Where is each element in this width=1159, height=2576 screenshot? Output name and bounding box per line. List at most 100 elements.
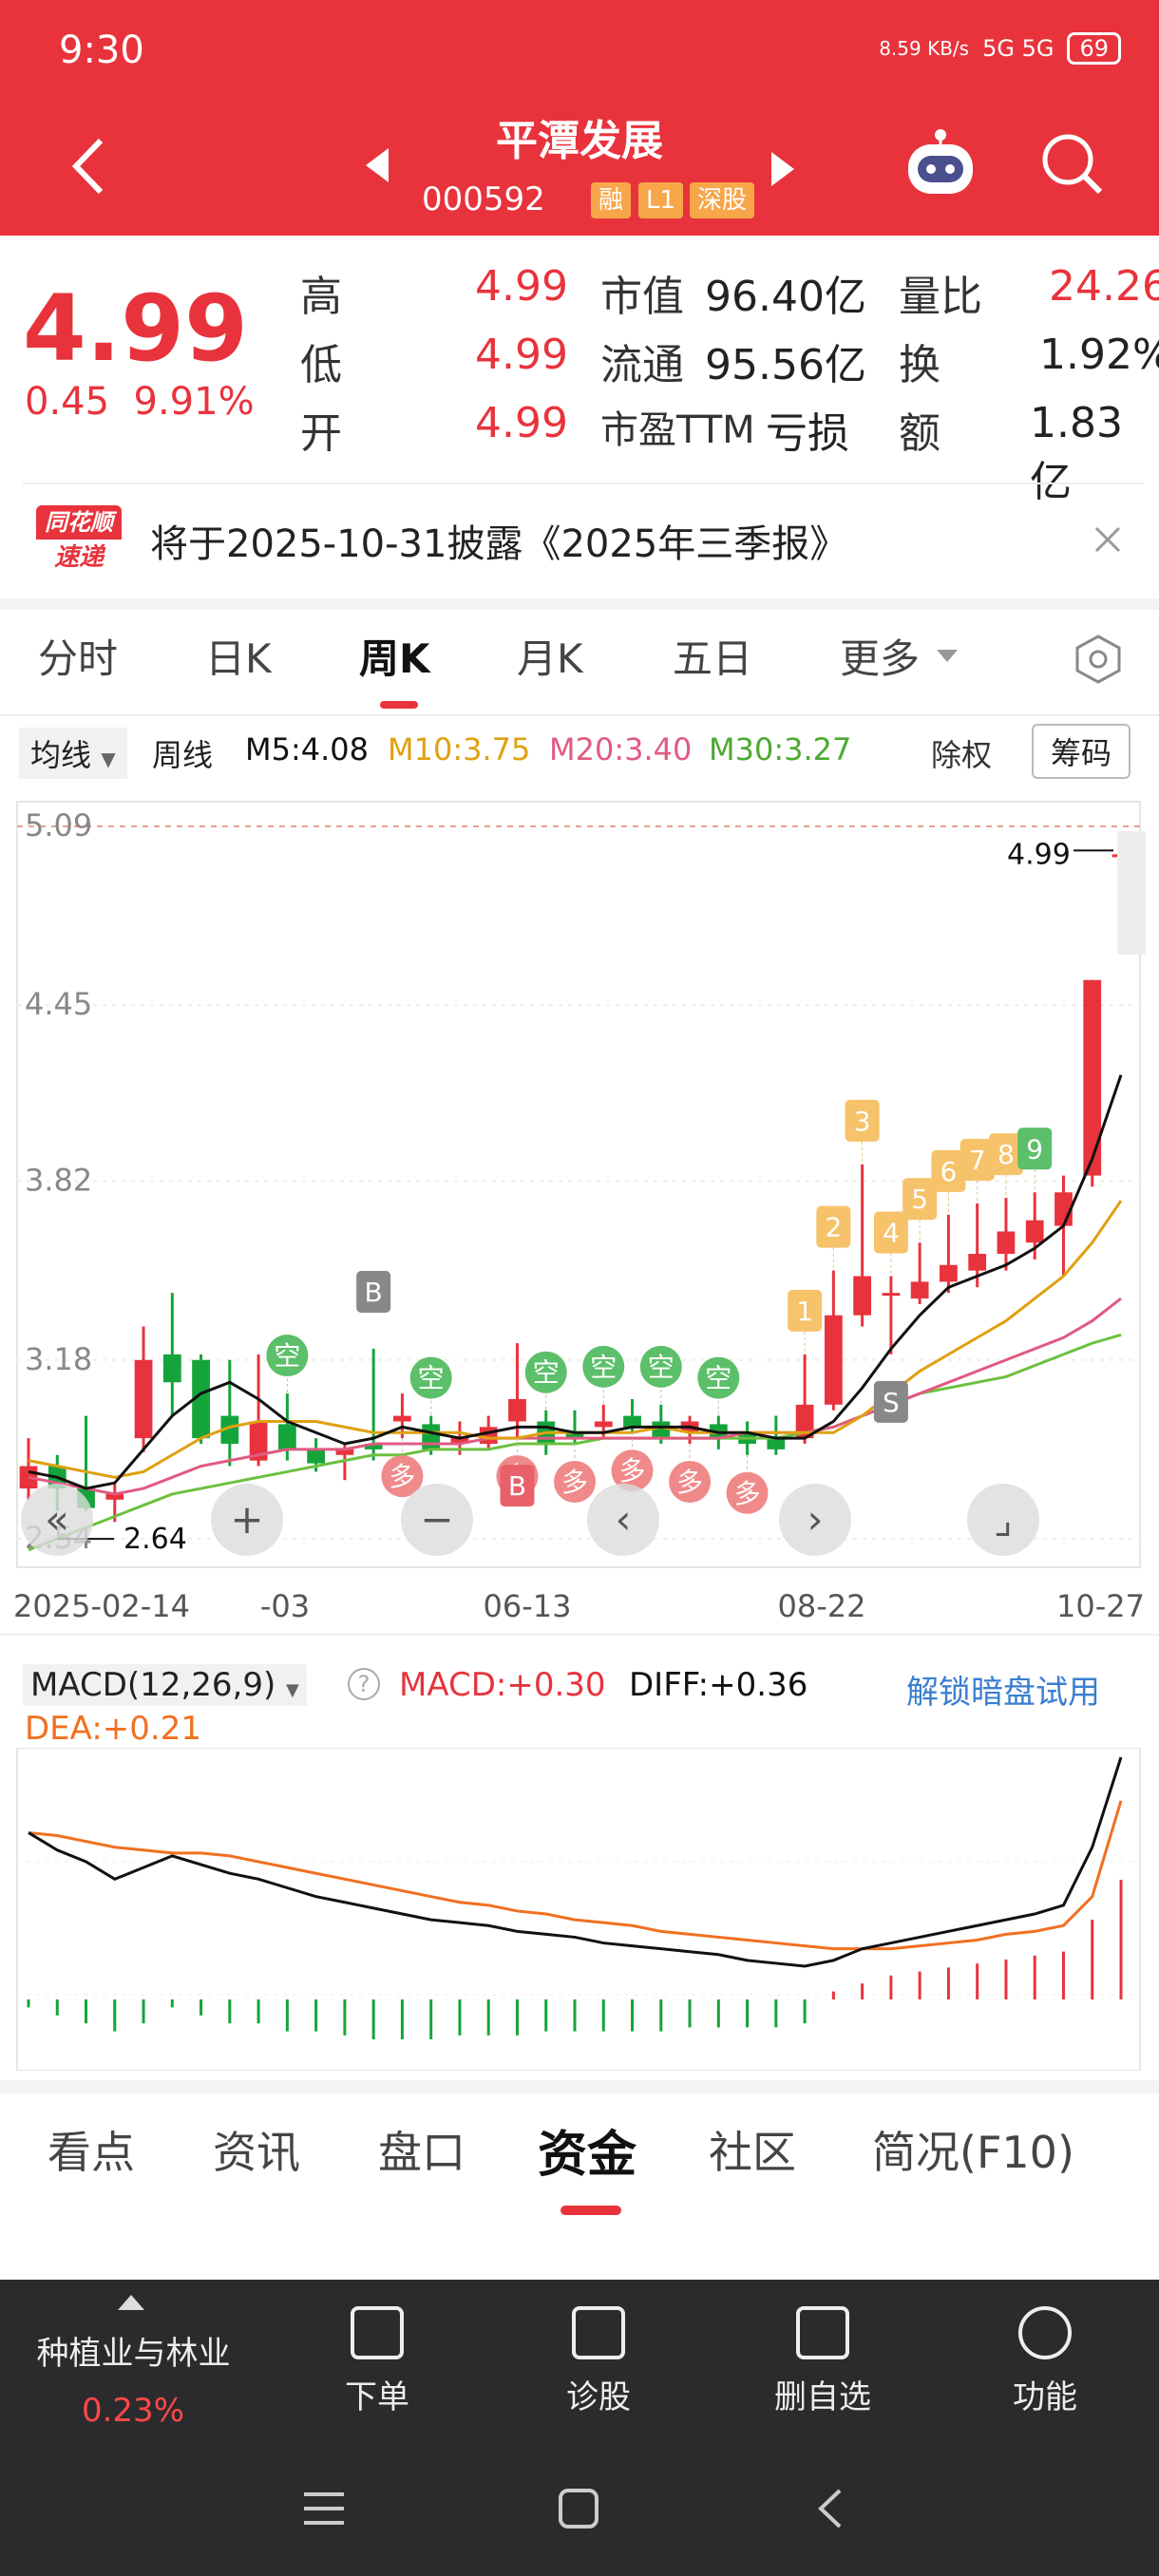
diagnose-button[interactable]: 诊股 bbox=[566, 2378, 631, 2416]
candle-body bbox=[192, 1359, 210, 1439]
macd-histogram-bar bbox=[55, 1999, 59, 2016]
ma-selector[interactable]: 均线 ▼ bbox=[19, 728, 127, 779]
tab-orderbook[interactable]: 盘口 bbox=[378, 2127, 466, 2178]
signal-bs-badge[interactable]: S bbox=[873, 1380, 908, 1423]
diagnose-icon[interactable] bbox=[572, 2306, 625, 2359]
news-banner[interactable]: 同花顺 速递 bbox=[0, 494, 1159, 589]
tab-more[interactable]: 更多 bbox=[840, 635, 921, 682]
candle-body bbox=[824, 1315, 843, 1405]
signal-count-badge[interactable]: 6 bbox=[931, 1149, 966, 1192]
signal-short-badge[interactable]: 空 bbox=[639, 1345, 682, 1388]
remove-watchlist-icon[interactable] bbox=[796, 2306, 849, 2359]
macd-selector[interactable]: MACD(12,26,9) ▼ bbox=[23, 1664, 307, 1706]
signal-long-badge[interactable]: 多 bbox=[669, 1461, 712, 1503]
signal-bs-badge[interactable]: B bbox=[500, 1465, 535, 1507]
chevron-down-icon: ▼ bbox=[101, 748, 116, 770]
signal-short-badge[interactable]: 空 bbox=[266, 1335, 309, 1377]
menu-icon[interactable] bbox=[1018, 2306, 1072, 2359]
tab-intraday[interactable]: 分时 bbox=[38, 635, 119, 682]
chip-button[interactable]: 筹码 bbox=[1032, 724, 1131, 779]
svg-text:2: 2 bbox=[825, 1212, 842, 1243]
signal-short-badge[interactable]: 空 bbox=[697, 1356, 740, 1399]
signal-count-badge[interactable]: 1 bbox=[788, 1289, 823, 1332]
tab-weekly-k[interactable]: 周K bbox=[359, 635, 430, 682]
tab-five-day[interactable]: 五日 bbox=[673, 635, 753, 682]
help-icon[interactable]: ? bbox=[348, 1668, 380, 1700]
volratio-value: 24.26 bbox=[1049, 262, 1159, 311]
signal-long-badge[interactable]: 多 bbox=[381, 1455, 424, 1498]
signal-bs-badge[interactable]: B bbox=[356, 1271, 391, 1313]
x-tick-label: -03 bbox=[260, 1588, 310, 1624]
svg-text:3: 3 bbox=[854, 1106, 871, 1137]
tab-f10[interactable]: 简况(F10) bbox=[872, 2127, 1074, 2178]
open-value: 4.99 bbox=[475, 399, 568, 447]
robot-icon[interactable] bbox=[902, 127, 978, 199]
svg-text:空: 空 bbox=[590, 1352, 617, 1383]
svg-text:⌟: ⌟ bbox=[994, 1496, 1013, 1543]
back-nav-icon[interactable] bbox=[808, 2485, 855, 2532]
zoom-out-icon[interactable]: − bbox=[401, 1484, 473, 1556]
remove-watchlist-button[interactable]: 删自选 bbox=[774, 2378, 871, 2416]
tag-level: L1 bbox=[638, 182, 684, 218]
settings-icon[interactable] bbox=[1072, 633, 1125, 686]
recent-apps-icon[interactable] bbox=[300, 2485, 348, 2532]
chevron-up-icon[interactable] bbox=[118, 2295, 144, 2310]
signal-short-badge[interactable]: 空 bbox=[524, 1351, 567, 1393]
signal-short-badge[interactable]: 空 bbox=[582, 1345, 625, 1388]
svg-text:‹: ‹ bbox=[616, 1496, 632, 1543]
function-button[interactable]: 功能 bbox=[1013, 2378, 1077, 2416]
order-icon[interactable] bbox=[351, 2306, 404, 2359]
scroll-right-icon[interactable]: › bbox=[779, 1484, 851, 1556]
signal-count-badge[interactable]: 5 bbox=[902, 1178, 938, 1221]
signal-icon: 5G 5G bbox=[982, 35, 1054, 62]
kline-chart[interactable]: 5.094.453.823.182.54空空空空空空多多多多多多12345678… bbox=[0, 788, 1159, 1624]
home-icon[interactable] bbox=[555, 2485, 602, 2532]
next-stock-icon[interactable] bbox=[771, 152, 794, 186]
signal-count-badge[interactable]: 9 bbox=[1017, 1127, 1053, 1170]
fullscreen-icon[interactable]: ⌟ bbox=[967, 1484, 1039, 1556]
period-label: 周线 bbox=[152, 737, 214, 773]
signal-count-badge[interactable]: 8 bbox=[988, 1133, 1023, 1176]
float-label: 流通 bbox=[600, 341, 684, 389]
order-button[interactable]: 下单 bbox=[345, 2378, 409, 2416]
signal-long-badge[interactable]: 多 bbox=[554, 1461, 596, 1503]
macd-histogram-bar bbox=[803, 1999, 807, 2024]
tag-market: 深股 bbox=[690, 182, 755, 218]
signal-count-badge[interactable]: 7 bbox=[960, 1139, 995, 1182]
signal-count-badge[interactable]: 2 bbox=[816, 1205, 851, 1248]
tab-highlights[interactable]: 看点 bbox=[48, 2127, 135, 2178]
high-value: 4.99 bbox=[475, 262, 568, 311]
chevron-down-icon: ▼ bbox=[286, 1680, 299, 1700]
macd-chart[interactable] bbox=[0, 1748, 1159, 2071]
svg-text:空: 空 bbox=[418, 1363, 445, 1394]
change-pct: 9.91% bbox=[133, 380, 255, 424]
svg-text:B: B bbox=[508, 1470, 526, 1502]
amount-value: 1.83亿 bbox=[1030, 399, 1123, 506]
sector-name[interactable]: 种植业与林业 bbox=[36, 2335, 231, 2373]
fq-button[interactable]: 除权 bbox=[931, 737, 993, 773]
macd-histogram-bar bbox=[170, 1999, 174, 2008]
logo: 同花顺 速递 bbox=[36, 505, 122, 578]
tab-funds[interactable]: 资金 bbox=[538, 2127, 637, 2184]
high-marker-label: 4.99 bbox=[1007, 838, 1071, 871]
svg-text:空: 空 bbox=[648, 1352, 674, 1383]
signal-short-badge[interactable]: 空 bbox=[409, 1356, 452, 1399]
scroll-left-icon[interactable]: ‹ bbox=[587, 1484, 659, 1556]
back-icon[interactable] bbox=[66, 133, 114, 199]
zoom-in-icon[interactable]: + bbox=[211, 1484, 283, 1556]
prev-stock-icon[interactable] bbox=[366, 148, 389, 182]
unlock-link[interactable]: 解锁暗盘试用 bbox=[906, 1674, 1100, 1712]
signal-count-badge[interactable]: 4 bbox=[873, 1211, 908, 1254]
signal-long-badge[interactable]: 多 bbox=[611, 1449, 654, 1492]
search-icon[interactable] bbox=[1039, 131, 1106, 198]
tab-news[interactable]: 资讯 bbox=[213, 2127, 300, 2178]
close-icon[interactable] bbox=[1092, 524, 1123, 555]
tab-daily-k[interactable]: 日K bbox=[205, 635, 272, 682]
zoom-collapse-icon[interactable]: « bbox=[21, 1484, 93, 1556]
tab-community[interactable]: 社区 bbox=[709, 2127, 796, 2178]
signal-count-badge[interactable]: 3 bbox=[845, 1099, 880, 1142]
svg-text:4: 4 bbox=[883, 1218, 900, 1249]
signal-long-badge[interactable]: 多 bbox=[726, 1471, 769, 1514]
stock-name: 平潭发展 bbox=[496, 117, 663, 165]
tab-monthly-k[interactable]: 月K bbox=[517, 635, 583, 682]
